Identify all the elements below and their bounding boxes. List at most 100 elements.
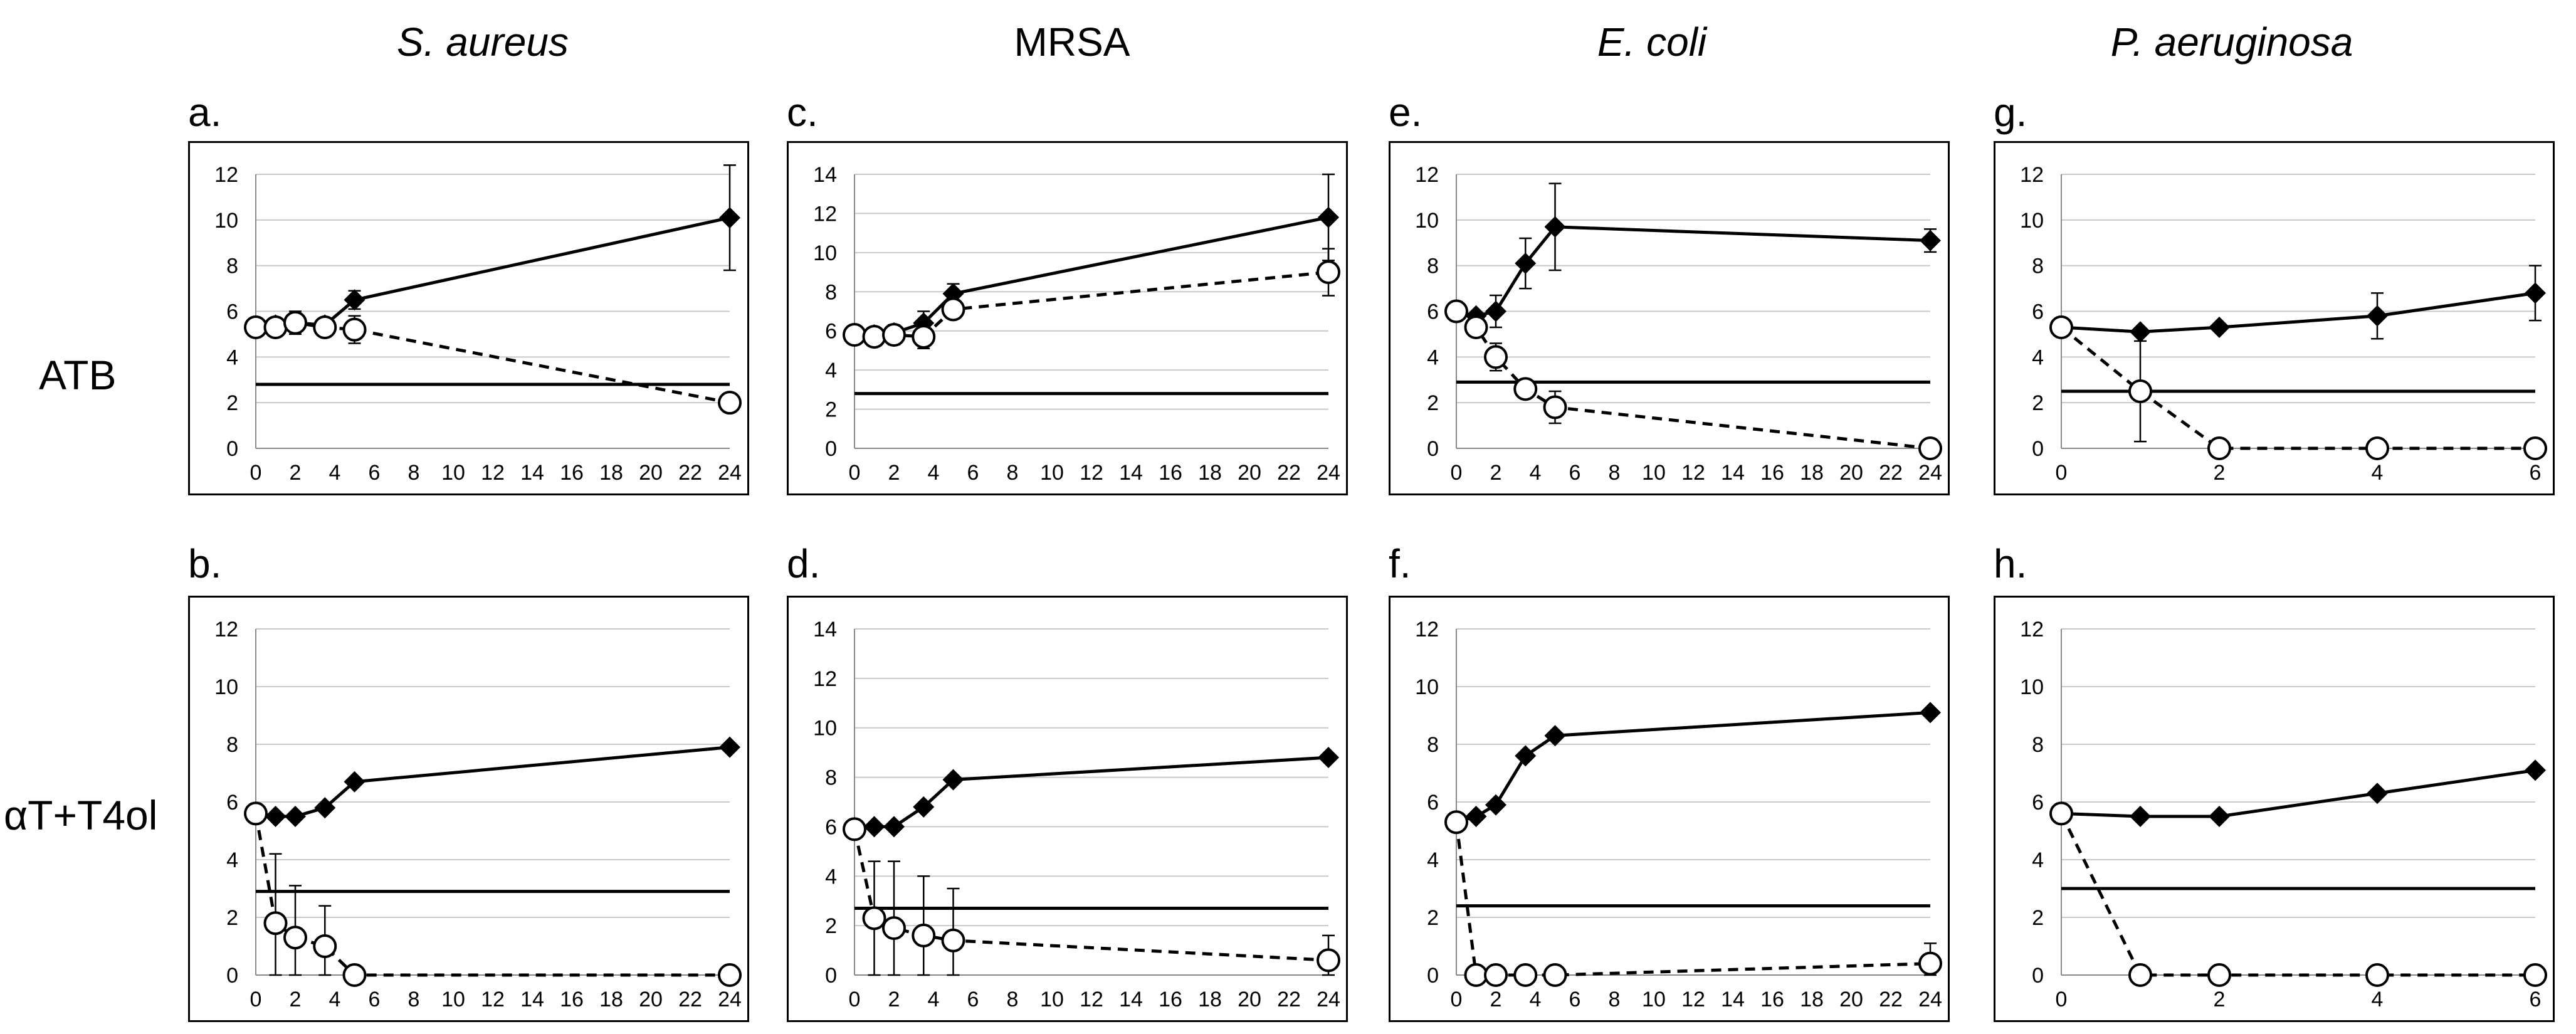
x-tick-label: 18 — [1198, 988, 1222, 1011]
x-tick-label: 2 — [2214, 988, 2226, 1011]
x-tick-label: 10 — [441, 988, 465, 1011]
x-tick-label: 2 — [2214, 461, 2226, 485]
data-point-circle — [941, 297, 965, 322]
x-tick-label: 22 — [1277, 988, 1301, 1011]
data-point-circle — [1444, 810, 1468, 835]
panel-label-g: g. — [1994, 90, 2027, 135]
x-tick-label: 12 — [1681, 461, 1705, 485]
series-line-treated — [2060, 326, 2535, 450]
x-tick-label: 2 — [290, 461, 302, 485]
chart-panel-h: 0 2 4 6 8 10 12 0 2 4 6 — [1994, 596, 2555, 1022]
data-point-diamond — [2209, 806, 2230, 827]
x-tick-label: 18 — [1800, 988, 1824, 1011]
data-point-diamond — [883, 816, 905, 838]
y-tick-label: 4 — [226, 346, 238, 369]
x-tick-label: 8 — [1007, 461, 1019, 485]
series-line-treated — [256, 321, 730, 404]
data-point-diamond — [1318, 747, 1339, 769]
x-tick-label: 6 — [1569, 461, 1581, 485]
x-tick-label: 8 — [1609, 988, 1621, 1011]
data-point-diamond — [1485, 794, 1506, 816]
data-point-diamond — [2130, 321, 2151, 343]
x-tick-label: 0 — [250, 988, 262, 1011]
chart-svg-h: 0 2 4 6 8 10 12 0 2 4 6 — [2020, 618, 2547, 1011]
x-tick-label: 0 — [2056, 988, 2068, 1011]
data-point-diamond — [344, 289, 365, 311]
x-tick-label: 16 — [1760, 461, 1784, 485]
y-tick-label: 12 — [1415, 163, 1439, 187]
chart-panel-a: 0 2 4 6 8 10 12 0 2 4 6 8 10 12 14 16 18 20 22 24 — [188, 141, 749, 495]
y-tick-label: 4 — [226, 848, 238, 872]
panel-label-e: e. — [1389, 90, 1422, 135]
series-line-treated — [854, 270, 1329, 339]
data-point-circle — [263, 911, 288, 936]
y-tick-label: 6 — [226, 300, 238, 324]
y-tick-label: 6 — [2032, 791, 2044, 815]
x-tick-label: 2 — [888, 461, 900, 485]
data-point-circle — [2049, 315, 2073, 339]
data-point-diamond — [719, 736, 740, 758]
y-tick-label: 4 — [1427, 346, 1439, 369]
data-point-circle — [1543, 395, 1567, 419]
data-point-circle — [1918, 436, 1942, 460]
y-tick-label: 12 — [813, 667, 837, 691]
y-tick-label: 4 — [825, 359, 837, 382]
y-tick-label: 10 — [2020, 209, 2044, 233]
y-tick-label: 8 — [1427, 255, 1439, 278]
y-tick-label: 6 — [1427, 791, 1439, 815]
x-tick-label: 2 — [1490, 461, 1502, 485]
x-tick-label: 0 — [2056, 461, 2068, 485]
data-point-circle — [2128, 379, 2152, 403]
x-tick-label: 4 — [2372, 988, 2384, 1011]
series-line-control — [854, 756, 1329, 831]
y-tick-label: 12 — [2020, 163, 2044, 187]
x-tick-label: 4 — [329, 461, 341, 485]
x-tick-label: 16 — [1159, 988, 1182, 1011]
x-tick-label: 16 — [1159, 461, 1182, 485]
data-point-circle — [244, 801, 268, 826]
x-tick-label: 20 — [1839, 461, 1863, 485]
y-tick-label: 0 — [825, 964, 837, 988]
x-tick-label: 6 — [967, 461, 979, 485]
y-tick-label: 6 — [825, 815, 837, 839]
y-tick-label: 12 — [813, 202, 837, 226]
x-tick-label: 22 — [1277, 461, 1301, 485]
panel-label-b: b. — [188, 541, 222, 586]
y-tick-label: 2 — [825, 914, 837, 938]
column-title-p-aeruginosa: P. aeruginosa — [2110, 19, 2353, 65]
y-tick-label: 0 — [2032, 964, 2044, 988]
x-tick-label: 0 — [1451, 988, 1463, 1011]
data-point-circle — [862, 906, 886, 931]
x-tick-label: 24 — [1918, 461, 1942, 485]
chart-svg-g: 0 2 4 6 8 10 12 0 2 4 6 — [2020, 163, 2547, 485]
x-tick-label: 12 — [1080, 988, 1103, 1011]
y-tick-label: 0 — [2032, 437, 2044, 461]
x-tick-label: 8 — [1609, 461, 1621, 485]
data-point-diamond — [863, 816, 885, 838]
y-tick-label: 2 — [1427, 906, 1439, 930]
y-tick-label: 8 — [226, 255, 238, 278]
data-point-circle — [882, 322, 906, 347]
x-tick-label: 4 — [928, 988, 940, 1011]
data-point-circle — [2128, 963, 2152, 987]
x-tick-label: 6 — [2530, 461, 2542, 485]
chart-panel-f: 0 2 4 6 8 10 12 0 2 4 6 8 10 12 14 16 18 20 22 24 — [1389, 596, 1950, 1022]
x-tick-label: 4 — [928, 461, 940, 485]
y-tick-label: 4 — [2032, 848, 2044, 872]
data-point-circle — [843, 817, 866, 841]
data-point-circle — [1444, 299, 1468, 324]
data-point-circle — [342, 963, 367, 987]
data-point-circle — [862, 325, 886, 349]
y-tick-label: 12 — [214, 163, 238, 187]
x-tick-label: 14 — [520, 461, 544, 485]
data-point-circle — [2523, 436, 2547, 460]
data-point-diamond — [942, 769, 964, 791]
data-point-circle — [718, 963, 742, 987]
series-line-treated — [2059, 813, 2535, 977]
x-tick-label: 12 — [481, 461, 505, 485]
row-label-atb: ATB — [39, 352, 117, 398]
x-tick-label: 20 — [639, 461, 663, 485]
x-tick-label: 16 — [560, 461, 584, 485]
y-tick-label: 12 — [214, 618, 238, 641]
data-point-circle — [2049, 801, 2073, 826]
